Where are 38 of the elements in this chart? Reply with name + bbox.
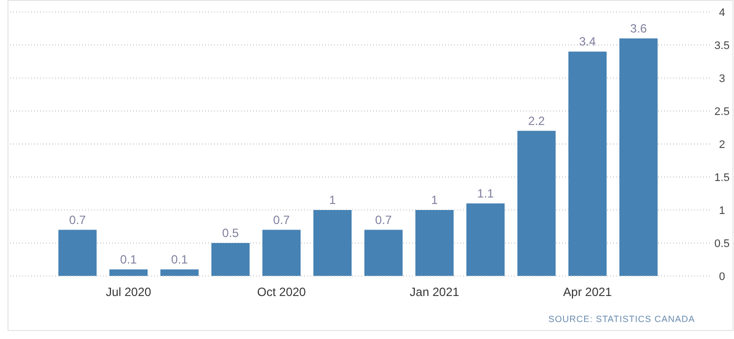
data-label: 1.1 [477, 186, 494, 200]
y-tick-label: 3.5 [714, 40, 730, 52]
data-label: 2.2 [528, 114, 546, 128]
y-tick-label: 2 [718, 139, 726, 151]
data-label: 0.1 [171, 252, 188, 266]
y-tick-label: 4 [718, 7, 726, 19]
y-tick-label: 1 [718, 205, 726, 217]
bar [415, 210, 454, 276]
y-tick-label: 0 [718, 271, 726, 283]
data-label: 0.1 [120, 252, 138, 266]
x-tick-label: Apr 2021 [563, 285, 612, 299]
bar [568, 52, 607, 276]
bar [364, 230, 403, 276]
data-label: 0.7 [375, 212, 392, 227]
bar [211, 243, 250, 276]
bar [517, 130, 556, 276]
x-tick-label: Jan 2021 [410, 285, 460, 299]
bar [109, 269, 148, 276]
y-tick-label: 3 [718, 73, 726, 85]
bar [313, 210, 352, 276]
data-label: 1 [329, 193, 336, 207]
y-tick-label: 1.5 [714, 172, 730, 184]
x-tick-label: Oct 2020 [257, 285, 306, 299]
data-label: 3.4 [579, 34, 596, 49]
x-tick-label: Jul 2020 [106, 285, 152, 299]
bar [466, 203, 505, 276]
data-label: 1 [431, 193, 438, 207]
y-tick-label: 0.5 [714, 238, 730, 250]
data-label: 0.5 [222, 226, 240, 240]
data-label: 0.7 [69, 212, 86, 227]
bar [619, 38, 658, 276]
bar [58, 230, 97, 276]
source-note: SOURCE: STATISTICS CANADA [548, 314, 695, 324]
bar [262, 230, 301, 276]
y-tick-label: 2.5 [714, 106, 730, 118]
bar [160, 269, 199, 276]
data-label: 3.6 [630, 21, 648, 36]
data-label: 0.7 [273, 212, 290, 227]
